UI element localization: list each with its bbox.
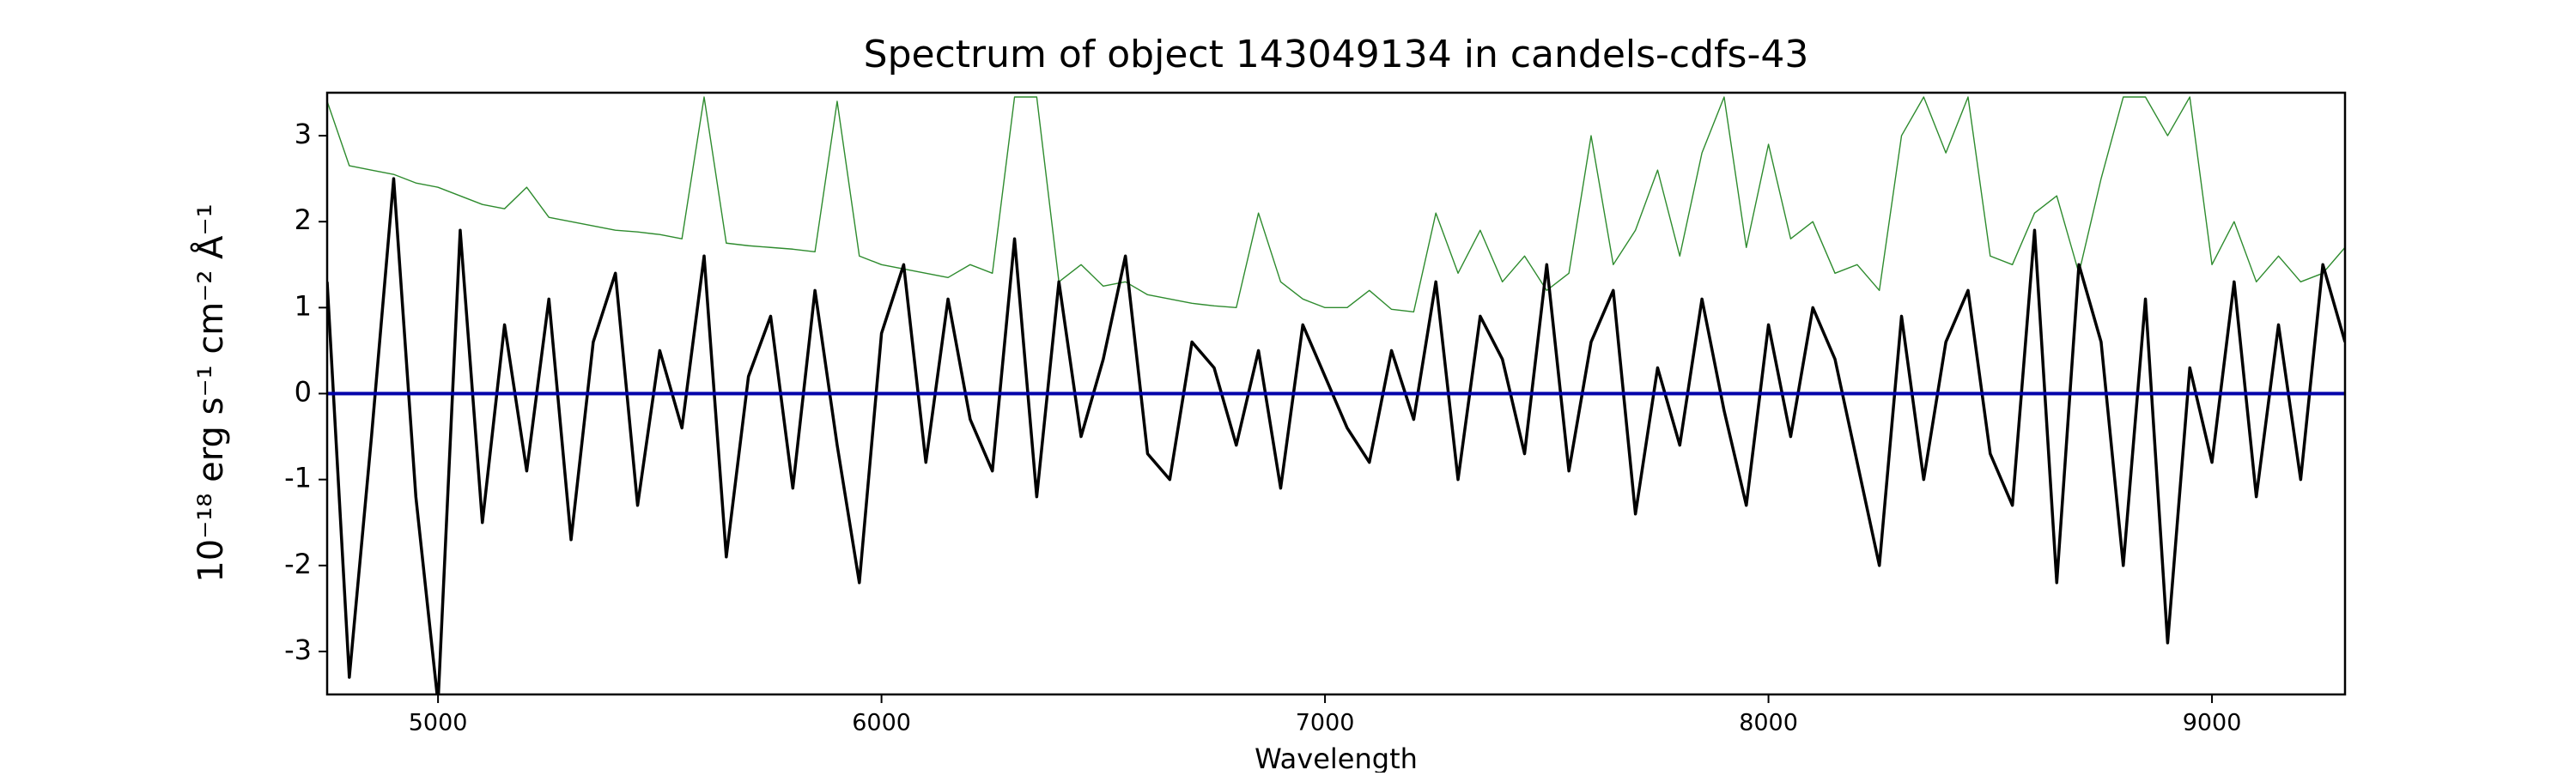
x-tick-label: 8000 <box>1739 710 1798 737</box>
x-tick-label: 5000 <box>409 710 468 737</box>
y-tick-label: 0 <box>295 376 312 409</box>
y-tick-label: -1 <box>284 462 312 494</box>
spectrum-line <box>327 177 2345 694</box>
x-axis-label: Wavelength <box>1255 743 1418 773</box>
x-tick-label: 7000 <box>1296 710 1355 737</box>
x-tick-label: 6000 <box>852 710 911 737</box>
x-tick-label: 9000 <box>2183 710 2242 737</box>
spectrum-line <box>327 96 2345 313</box>
plot-lines <box>327 96 2345 694</box>
y-tick-label: -3 <box>284 634 312 666</box>
y-tick-label: 3 <box>295 118 312 150</box>
y-tick-label: 2 <box>295 203 312 236</box>
y-tick-label: 1 <box>295 289 312 322</box>
y-axis-label: 10⁻¹⁸ erg s⁻¹ cm⁻² Å⁻¹ <box>190 203 231 582</box>
y-tick-label: -2 <box>284 548 312 580</box>
chart-title: Spectrum of object 143049134 in candels-… <box>864 33 1809 76</box>
